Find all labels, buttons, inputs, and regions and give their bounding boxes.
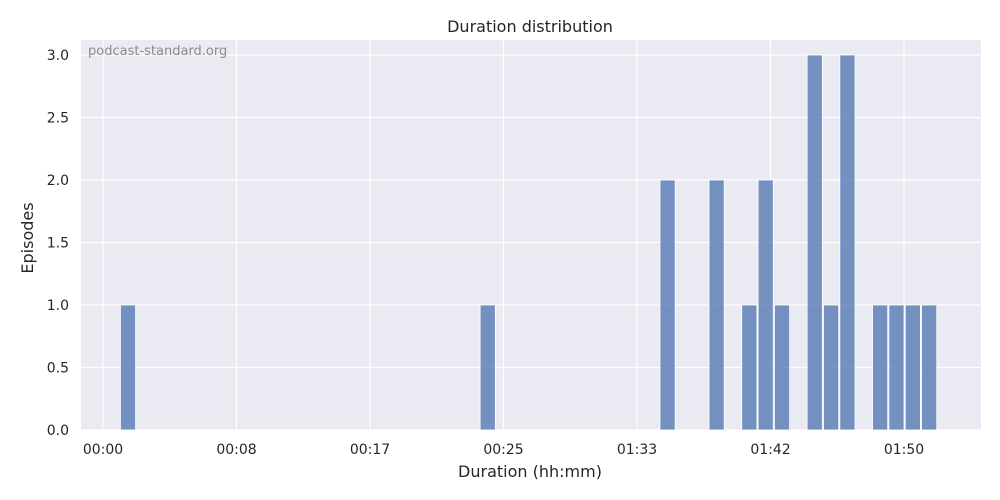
histogram-bar [757,179,774,431]
chart-title: Duration distribution [447,17,613,36]
histogram-bar [872,304,889,431]
histogram-bar [823,304,840,431]
x-tick-label: 00:00 [83,442,123,458]
x-tick-label: 01:33 [617,442,657,458]
y-tick-label: 1.0 [47,298,69,314]
bars [120,54,938,431]
y-tick-label: 3.0 [47,48,69,64]
y-tick-label: 0.5 [47,361,69,377]
y-axis-ticks: 0.0 0.5 1.0 1.5 2.0 2.5 3.0 [47,48,69,439]
histogram-bar [741,304,758,431]
x-tick-label: 01:42 [750,442,790,458]
histogram-bar [708,179,725,431]
y-tick-label: 2.5 [47,111,69,127]
y-tick-label: 2.0 [47,173,69,189]
histogram-bar [904,304,921,431]
x-tick-label: 00:17 [350,442,390,458]
x-tick-label: 01:50 [884,442,924,458]
histogram-bar [479,304,496,431]
histogram-bar [120,304,136,431]
x-axis-label: Duration (hh:mm) [458,462,602,481]
histogram-bar [774,304,791,431]
histogram-bar [921,304,938,431]
y-axis-label: Episodes [18,202,37,273]
x-axis-ticks: 00:00 00:08 00:17 00:25 01:33 01:42 01:50 [83,442,924,458]
watermark: podcast-standard.org [88,44,227,59]
y-tick-label: 1.5 [47,236,69,252]
x-tick-label: 00:25 [483,442,523,458]
grid-lines [81,40,981,431]
histogram-bar [888,304,905,431]
x-tick-label: 00:08 [216,442,256,458]
histogram-bar [659,179,676,431]
y-tick-label: 0.0 [47,423,69,439]
histogram-bar [806,54,823,431]
histogram-bar [839,54,856,431]
